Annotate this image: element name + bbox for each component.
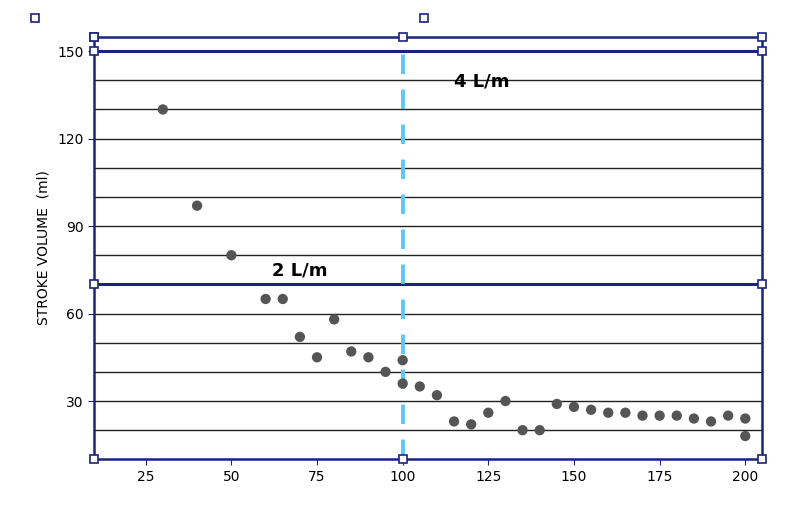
Point: [653, 411, 666, 420]
Point: [585, 406, 597, 414]
Point: [396, 379, 409, 388]
Point: [602, 409, 615, 417]
Point: [345, 347, 358, 355]
Point: [739, 414, 751, 423]
Point: [225, 251, 237, 259]
Text: 4 L/m: 4 L/m: [454, 72, 509, 90]
Point: [688, 414, 700, 423]
Point: [259, 295, 272, 303]
Point: [191, 201, 204, 210]
Text: 2 L/m: 2 L/m: [273, 262, 328, 280]
Point: [328, 315, 340, 324]
Point: [619, 409, 632, 417]
Point: [277, 295, 289, 303]
Point: [380, 367, 392, 376]
Point: [705, 417, 718, 425]
Point: [636, 411, 648, 420]
Point: [413, 382, 426, 390]
Point: [396, 356, 409, 364]
Point: [534, 426, 546, 434]
Point: [431, 391, 443, 399]
Point: [448, 417, 461, 425]
Point: [310, 353, 323, 361]
Point: [294, 333, 307, 341]
Point: [499, 397, 512, 405]
Point: [156, 105, 169, 114]
Point: [567, 402, 580, 411]
Point: [516, 426, 529, 434]
Point: [465, 420, 477, 429]
Point: [362, 353, 375, 361]
Point: [670, 411, 683, 420]
Point: [550, 400, 563, 408]
Y-axis label: STROKE VOLUME  (ml): STROKE VOLUME (ml): [37, 171, 50, 325]
Point: [482, 409, 494, 417]
Point: [722, 411, 734, 420]
Point: [739, 432, 751, 440]
